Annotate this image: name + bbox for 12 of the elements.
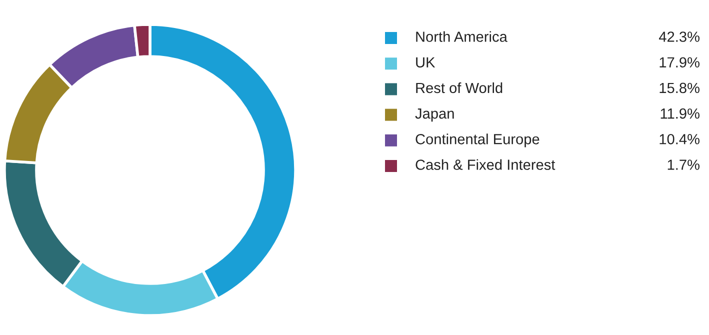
data-label: 10.4% xyxy=(660,134,700,144)
legend-label: UK xyxy=(416,57,436,68)
legend-label: Continental Europe xyxy=(416,134,540,148)
legend-label: Rest of World xyxy=(416,82,502,94)
data-label: 42.3% xyxy=(658,32,700,42)
legend-label: North America xyxy=(416,31,508,42)
data-label: 15.8% xyxy=(660,82,700,94)
legend-label: Japan xyxy=(415,108,454,122)
data-label: 11.9% xyxy=(660,108,700,119)
data-label: 1.7% xyxy=(668,160,700,170)
data-label: 17.9% xyxy=(660,57,700,68)
legend-label: Cash & Fixed Interest xyxy=(416,159,556,170)
